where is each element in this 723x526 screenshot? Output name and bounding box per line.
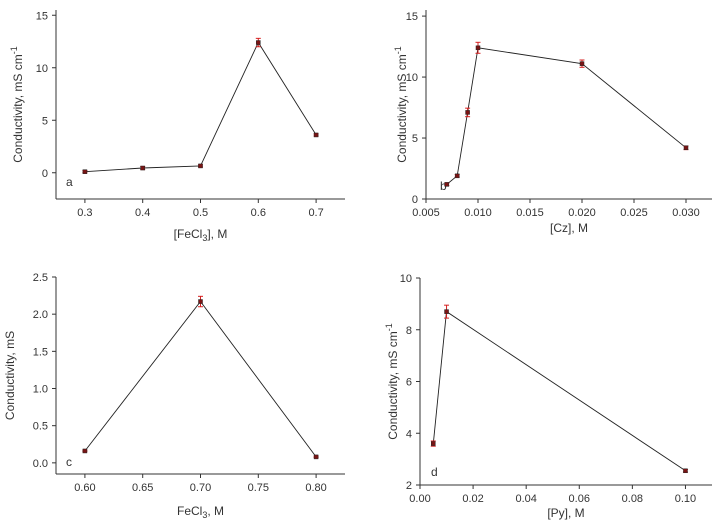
y-axis-label-main: Conductivity, mS cm: [395, 54, 409, 162]
x-tick-label: 0.030: [672, 207, 700, 219]
y-tick-label: 10: [406, 72, 418, 84]
x-axis-label-main: FeCl: [177, 504, 202, 518]
y-tick-label: 2: [406, 480, 412, 492]
x-tick-label: 0.015: [516, 207, 544, 219]
y-tick-label: 2.0: [33, 309, 48, 321]
x-tick-label: 0.70: [190, 482, 211, 494]
data-point: [198, 299, 203, 304]
data-point: [313, 454, 319, 460]
y-tick-label: 15: [406, 11, 418, 23]
y-tick-label: 5: [42, 115, 48, 127]
y-tick-label: 1.0: [33, 384, 48, 396]
data-point: [475, 45, 481, 51]
y-axis-label-sup: -1: [9, 46, 19, 54]
data-point: [431, 441, 436, 446]
data-point: [465, 110, 470, 115]
x-tick-label: 0.6: [251, 207, 266, 219]
data-point: [444, 182, 450, 187]
x-axis-label-sub: 3: [202, 510, 207, 520]
x-tick-label: 0.5: [193, 207, 208, 219]
y-axis-label-main: Conductivity, mS: [3, 331, 17, 420]
panel-letter: d: [431, 465, 438, 479]
data-point: [454, 173, 460, 179]
x-tick-label: 0.60: [74, 482, 95, 494]
x-tick-label: 0.04: [515, 493, 536, 505]
x-tick-label: 0.005: [412, 207, 440, 219]
series-line: [446, 47, 687, 185]
y-tick-label: 0.5: [33, 421, 48, 433]
x-tick-label: 0.75: [248, 482, 269, 494]
series-line: [432, 310, 686, 472]
x-tick-label: 0.06: [569, 493, 590, 505]
y-tick-label: 0.0: [33, 458, 48, 470]
data-point: [256, 40, 261, 45]
y-axis-label: Conductivity, mS cm-1: [393, 46, 409, 162]
data-point: [444, 309, 449, 314]
panel-letter: c: [66, 455, 72, 469]
x-tick-label: 0.00: [409, 493, 430, 505]
panel-letter: a: [66, 175, 73, 189]
panel-d: 0.00 0.02 0.04 0.06 0.08 0.10 2 4 6 8 10 [Py], M Con…: [384, 273, 712, 520]
x-tick-label: 0.4: [135, 207, 150, 219]
y-tick-label: 10: [36, 63, 48, 75]
y-tick-label: 4: [406, 428, 412, 440]
y-axis-label: Conductivity, mS cm-1: [9, 46, 25, 162]
y-tick-label: 10: [400, 273, 412, 285]
x-axis-label-tail: ], M: [207, 227, 227, 241]
x-axis-label-main: [Py], M: [547, 506, 584, 520]
y-tick-label: 6: [406, 377, 412, 389]
series-line: [84, 300, 317, 458]
data-point: [683, 468, 688, 474]
data-point: [82, 169, 88, 174]
x-axis-label-main: [FeCl: [174, 227, 203, 241]
x-tick-label: 0.08: [622, 493, 643, 505]
x-tick-label: 0.010: [464, 207, 492, 219]
x-axis-label-sub: 3: [202, 233, 207, 243]
y-tick-label: 1.5: [33, 346, 48, 358]
y-axis-label: Conductivity, mS: [3, 331, 17, 420]
x-tick-label: 0.02: [462, 493, 483, 505]
x-axis-label: FeCl3, M: [177, 504, 224, 520]
y-tick-label: 15: [36, 10, 48, 22]
y-tick-label: 2.5: [33, 272, 48, 284]
x-tick-label: 0.80: [305, 482, 326, 494]
y-tick-label: 8: [406, 325, 412, 337]
panel-b: 0.005 0.010 0.015 0.020 0.025 0.030 0 5 10 15 [Cz]…: [393, 10, 712, 235]
panel-letter: b: [440, 179, 447, 193]
x-tick-label: 0.020: [568, 207, 596, 219]
y-tick-label: 0: [42, 168, 48, 180]
x-axis-label: [Cz], M: [550, 221, 588, 235]
x-axis-label-main: [Cz], M: [550, 221, 588, 235]
x-tick-label: 0.10: [675, 493, 696, 505]
data-point: [313, 132, 319, 138]
y-tick-label: 0: [412, 194, 418, 206]
y-axis-label-sup: -1: [384, 323, 394, 331]
data-point: [140, 165, 145, 171]
y-axis-label: Conductivity, mS cm-1: [384, 323, 400, 439]
x-tick-label: 0.025: [620, 207, 648, 219]
panel-a: 0.3 0.4 0.5 0.6 0.7 0 5 10 15 [FeCl3], M Conductiv…: [9, 10, 345, 243]
x-tick-label: 0.65: [132, 482, 153, 494]
series-line: [84, 41, 317, 173]
y-axis-label-sup: -1: [393, 46, 403, 54]
data-point: [579, 61, 585, 66]
panel-c: 0.60 0.65 0.70 0.75 0.80 0.0 0.5 1.0 1.5 2.0 2.5 Fe…: [3, 272, 345, 520]
y-tick-label: 5: [412, 133, 418, 145]
data-point: [683, 145, 689, 151]
y-axis-label-main: Conductivity, mS cm: [386, 331, 400, 439]
x-axis-label: [FeCl3], M: [174, 227, 228, 243]
x-axis-label-tail: , M: [207, 504, 224, 518]
x-tick-label: 0.7: [308, 207, 323, 219]
x-axis-label: [Py], M: [547, 506, 584, 520]
data-point: [198, 163, 203, 169]
x-tick-label: 0.3: [77, 207, 92, 219]
y-axis-label-main: Conductivity, mS cm: [11, 54, 25, 162]
data-point: [82, 448, 88, 454]
